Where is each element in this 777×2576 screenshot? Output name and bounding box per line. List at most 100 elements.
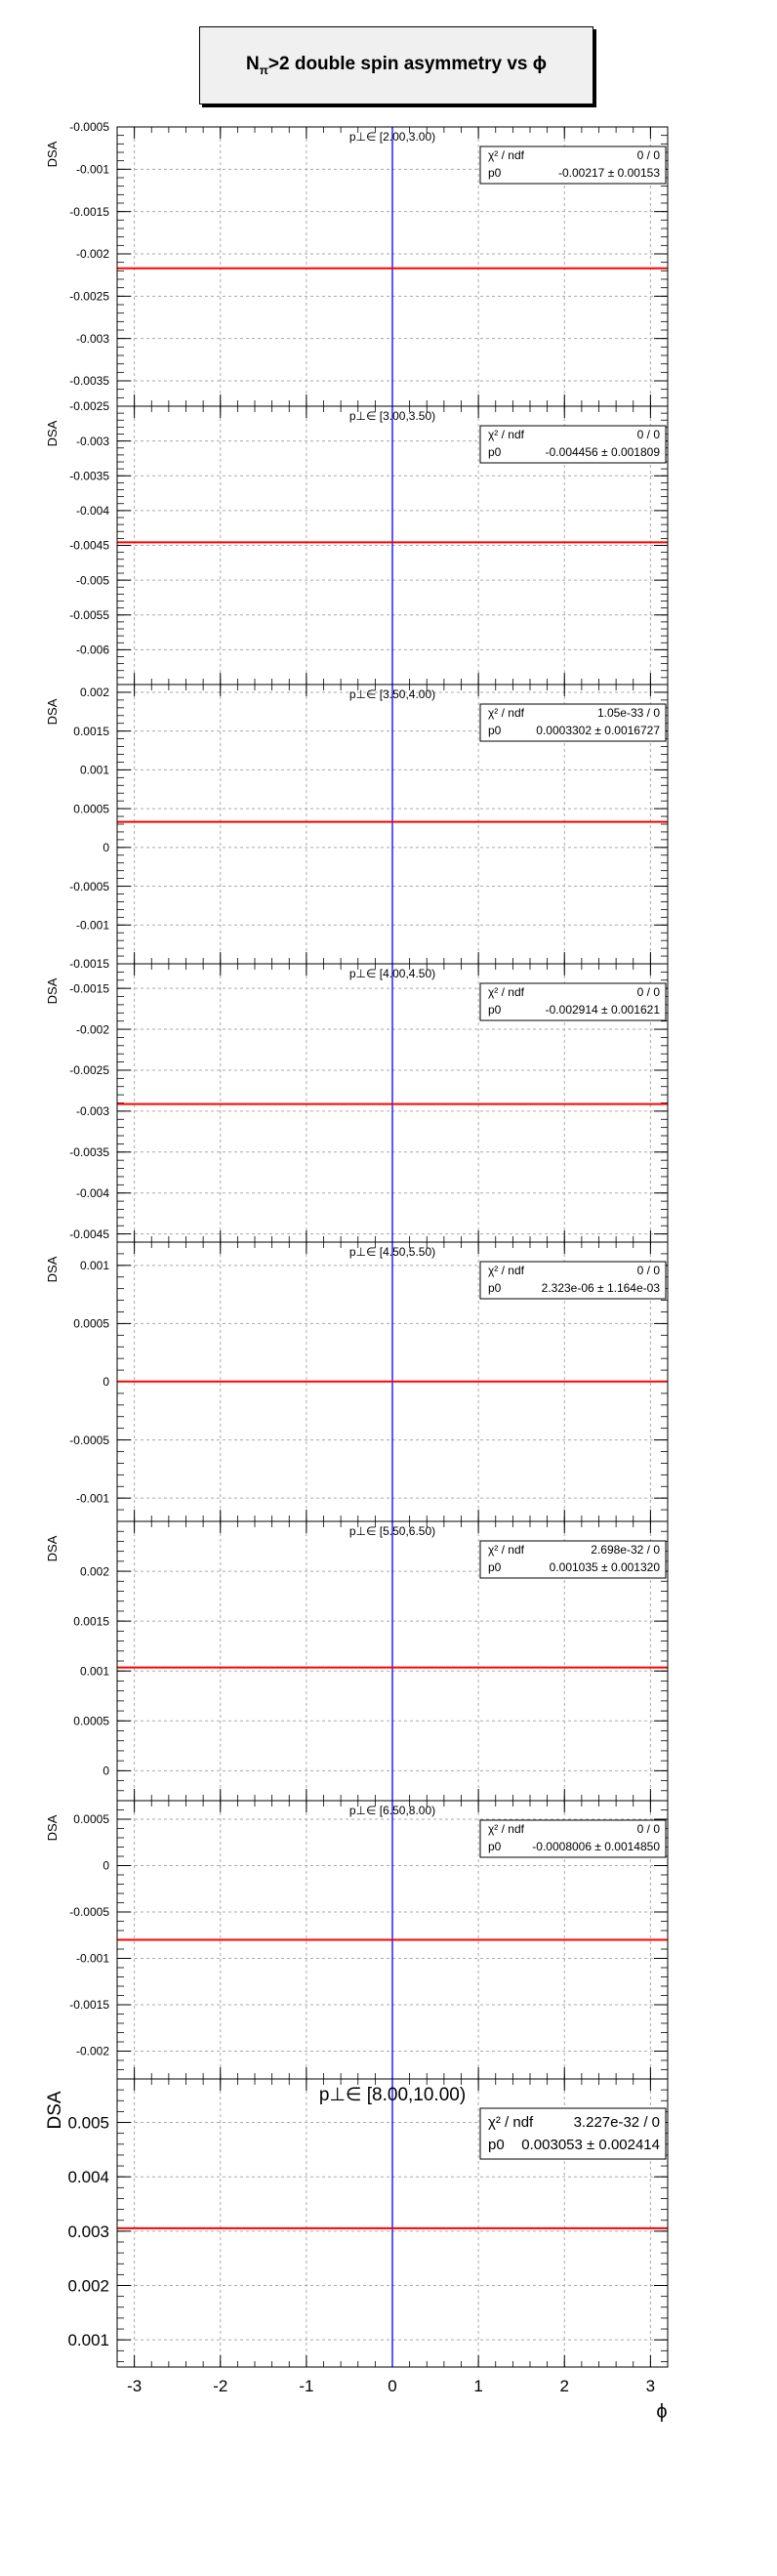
panel-8: 0.005 0.004 0.003 0.002 0.001 DSA p⊥∈ [8.00,10…	[45, 2078, 669, 2423]
stats-p0-label: p0	[488, 1003, 502, 1017]
stats-chi2-label: χ² / ndf	[488, 148, 525, 162]
chart-title-box: Nπ>2 double spin asymmetry vs ϕ	[199, 26, 593, 104]
y-tick-label: -0.0005	[69, 120, 109, 134]
stats-box	[479, 1819, 667, 1858]
stats-chi2-value: 0 / 0	[637, 1822, 661, 1836]
stats-chi2-label: χ² / ndf	[488, 706, 525, 720]
y-tick-label: -0.0015	[69, 1998, 109, 2012]
y-tick-label: -0.004	[76, 504, 109, 518]
title-subscript: π	[259, 62, 268, 77]
y-tick-label: 0.0015	[73, 725, 109, 738]
y-axis-label: DSA	[45, 141, 60, 167]
stats-p0-value: 0.0003302 ± 0.0016727	[536, 724, 660, 737]
y-tick-label: 0.001	[67, 2331, 109, 2349]
y-axis-label: DSA	[45, 1256, 60, 1282]
y-tick-label: -0.0005	[69, 880, 109, 893]
y-tick-label: 0.0005	[73, 1714, 109, 1727]
y-tick-label: -0.001	[76, 1491, 109, 1505]
y-tick-label: 0.002	[80, 686, 109, 699]
stats-box	[479, 145, 667, 185]
stats-p0-label: p0	[488, 2137, 505, 2153]
y-tick-label: -0.003	[76, 332, 109, 346]
y-axis-label: DSA	[45, 1535, 60, 1561]
stats-chi2-value: 0 / 0	[637, 148, 661, 162]
y-tick-label: 0.002	[67, 2276, 109, 2295]
stats-box	[479, 2107, 667, 2160]
y-tick-label: -0.002	[76, 2045, 109, 2058]
stats-p0-value: -0.004456 ± 0.001809	[546, 445, 661, 459]
y-tick-label: 0.001	[80, 1664, 109, 1678]
stats-chi2-label: χ² / ndf	[488, 1822, 525, 1836]
y-tick-label: 0.001	[80, 1259, 109, 1272]
x-tick-label: 0	[388, 2377, 396, 2395]
panel-label: p⊥∈ [5.50,6.50)	[349, 1524, 435, 1538]
y-tick-label: 0	[102, 841, 109, 854]
x-tick-label: 3	[646, 2377, 655, 2395]
stats-p0-label: p0	[488, 1281, 502, 1295]
stats-p0-value: -0.0008006 ± 0.0014850	[532, 1840, 660, 1853]
y-tick-label: -0.0005	[69, 1905, 109, 1919]
panel-5: 0.001 0.0005 0 -0.0005 -0.001 DSA p⊥∈ [4.50,5.…	[45, 1241, 669, 1522]
stats-chi2-label: χ² / ndf	[488, 1543, 525, 1557]
y-axis-label: DSA	[45, 698, 60, 725]
title-prefix: N	[245, 54, 260, 75]
panel-frame	[116, 2078, 669, 2368]
y-tick-label: 0.003	[67, 2223, 109, 2241]
y-axis-label: DSA	[45, 420, 60, 446]
panel-label: p⊥∈ [3.50,4.00)	[349, 687, 435, 701]
stats-chi2-value: 3.227e-32 / 0	[574, 2114, 660, 2131]
y-tick-label: 0.005	[67, 2113, 109, 2132]
x-tick-label: 2	[560, 2377, 569, 2395]
panel-2: -0.0025 -0.003 -0.0035 -0.004 -0.0045 -0.005 -…	[45, 399, 669, 686]
y-axis-label: DSA	[45, 1814, 60, 1841]
y-tick-label: -0.002	[76, 1022, 109, 1036]
x-tick-label: -3	[127, 2377, 142, 2395]
panel-label: p⊥∈ [6.50,8.00)	[349, 1804, 435, 1817]
panel-label: p⊥∈ [8.00,10.00)	[319, 2085, 466, 2105]
y-tick-label: -0.0015	[69, 981, 109, 995]
x-tick-label: -1	[299, 2377, 313, 2395]
stats-p0-value: 2.323e-06 ± 1.164e-03	[542, 1281, 661, 1295]
stats-box	[479, 1261, 667, 1300]
y-tick-label: 0.0015	[73, 1614, 109, 1628]
y-tick-label: 0	[102, 1765, 109, 1778]
stats-p0-value: -0.002914 ± 0.001621	[546, 1003, 661, 1017]
panel-label: p⊥∈ [4.50,5.50)	[349, 1245, 435, 1259]
stats-chi2-value: 1.05e-33 / 0	[597, 706, 660, 720]
y-axis-label: DSA	[45, 977, 60, 1004]
panel-label: p⊥∈ [2.00,3.00)	[349, 130, 435, 144]
y-tick-label: 0	[102, 1859, 109, 1873]
stats-p0-value: -0.00217 ± 0.00153	[558, 166, 660, 180]
y-tick-label: -0.0025	[69, 399, 109, 413]
stats-chi2-value: 0 / 0	[637, 1264, 661, 1277]
stats-chi2-value: 0 / 0	[637, 428, 661, 441]
stats-p0-value: 0.001035 ± 0.001320	[550, 1560, 661, 1574]
y-tick-label: -0.0005	[69, 1433, 109, 1447]
y-tick-label: -0.0045	[69, 1227, 109, 1241]
panel-4: -0.0015 -0.002 -0.0025 -0.003 -0.0035 -0.004 -…	[45, 963, 669, 1243]
stats-chi2-label: χ² / ndf	[488, 1264, 525, 1277]
stats-p0-value: 0.003053 ± 0.002414	[521, 2137, 660, 2153]
stats-box	[479, 425, 667, 464]
panel-3: 0.002 0.0015 0.001 0.0005 0 -0.0005 -0.001 -0.0…	[45, 684, 669, 971]
chart-title: Nπ>2 double spin asymmetry vs ϕ	[246, 54, 547, 77]
y-tick-label: -0.0055	[69, 608, 109, 622]
panel-1: -0.0005 -0.001 -0.0015 -0.002 -0.0025 -0.003 -…	[45, 120, 669, 407]
stats-p0-label: p0	[488, 1840, 502, 1853]
y-tick-label: -0.003	[76, 435, 109, 448]
y-tick-label: 0	[102, 1375, 109, 1389]
y-tick-label: -0.001	[76, 163, 109, 177]
panel-6: 0.002 0.0015 0.001 0.0005 0 DSA p⊥∈ [5.50,6.50…	[45, 1520, 669, 1802]
y-tick-label: -0.0045	[69, 539, 109, 553]
y-tick-label: -0.002	[76, 247, 109, 261]
y-tick-label: -0.0025	[69, 1063, 109, 1077]
y-tick-label: -0.0035	[69, 374, 109, 388]
y-tick-label: -0.0025	[69, 290, 109, 304]
y-tick-label: 0.0005	[73, 802, 109, 815]
y-tick-label: -0.003	[76, 1104, 109, 1118]
y-tick-label: -0.001	[76, 1952, 109, 1966]
y-tick-label: 0.0005	[73, 1812, 109, 1826]
y-tick-label: 0.002	[80, 1564, 109, 1578]
y-tick-label: -0.006	[76, 644, 109, 657]
